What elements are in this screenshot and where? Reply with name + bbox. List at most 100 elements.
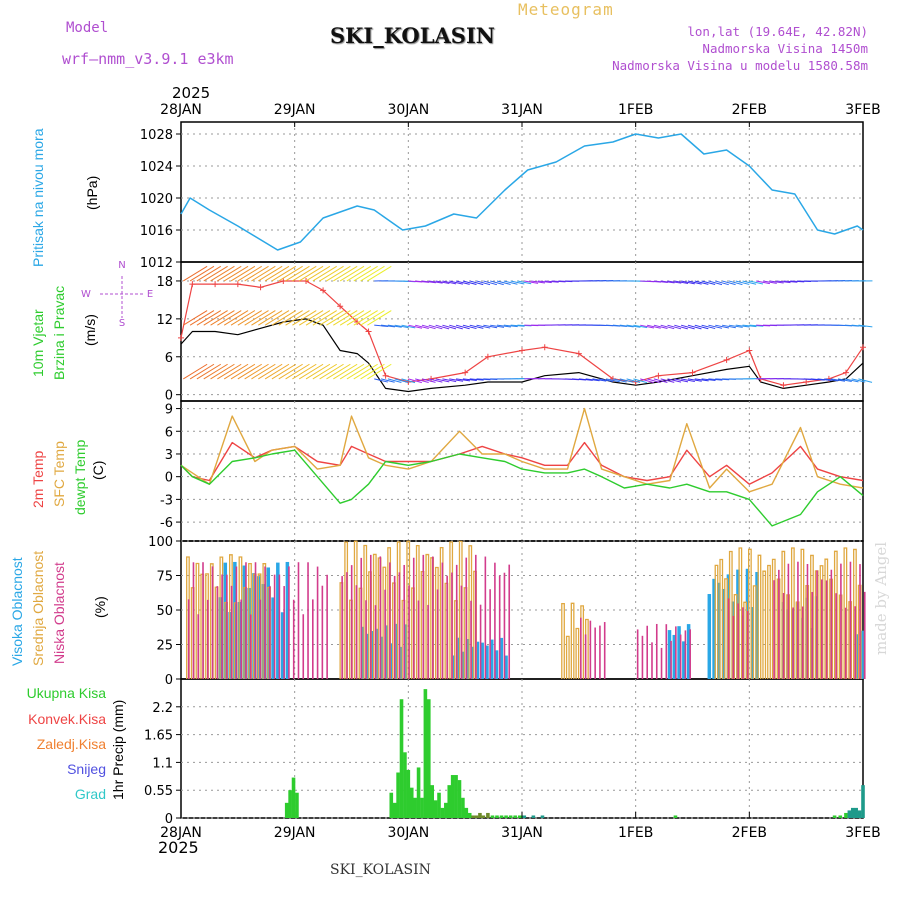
wind-barb: [367, 265, 392, 282]
wind-barb: [496, 324, 511, 328]
wind-barb: [715, 324, 730, 329]
wind-barb: [278, 265, 303, 282]
precip-bar: [508, 815, 513, 818]
wind-barb: [237, 363, 262, 380]
wind-barb: [278, 363, 303, 380]
wind-barb: [612, 324, 627, 328]
precip-bar: [447, 785, 452, 818]
wind-barb: [769, 280, 784, 284]
precip-bar: [413, 797, 417, 818]
wind-barb: [394, 324, 409, 329]
wind-barb: [298, 363, 324, 380]
x-label-top-28JAN: 28JAN: [160, 102, 202, 118]
gust-marker: [803, 379, 810, 386]
x-label-bottom-29JAN: 29JAN: [274, 825, 316, 841]
ylabel-temperature-9: 9: [165, 403, 173, 418]
precip-bar: [430, 785, 435, 818]
x-label-top-2FEB: 2FEB: [732, 102, 767, 118]
wind-barb: [203, 363, 228, 380]
wind-barb: [292, 363, 317, 380]
wind-barb: [312, 265, 337, 282]
wind-barb: [374, 324, 389, 327]
precip-bar: [513, 815, 517, 818]
wind-barb: [721, 324, 736, 329]
wind-barb: [531, 280, 546, 284]
gust-marker: [320, 287, 327, 294]
cloud-bar-mid: [565, 635, 570, 679]
wind-barb: [217, 265, 242, 282]
panel-frame-pressure: [180, 121, 864, 263]
wind-barb: [687, 280, 702, 285]
wind-barb: [237, 265, 262, 282]
precip-bar: [440, 807, 445, 818]
wind-barb: [687, 378, 702, 382]
wind-barb: [646, 324, 661, 329]
ylabel-temperature-6: 6: [165, 425, 173, 440]
wind-barb: [660, 378, 675, 383]
precip-bar: [396, 772, 400, 818]
cloud-bar-high: [707, 594, 712, 679]
cloud-bar-mid: [843, 547, 848, 679]
precip-bar: [499, 815, 504, 818]
wind-barb: [660, 324, 675, 330]
precip-bar: [844, 812, 848, 818]
precip-bar: [403, 752, 407, 818]
wind-barb: [258, 363, 283, 380]
wind-barb: [421, 280, 436, 284]
wind-barb: [346, 363, 372, 380]
cloud-bar-mid: [767, 564, 771, 679]
precip-bar: [522, 815, 527, 818]
wind-barb: [667, 280, 682, 284]
wind-barb: [258, 310, 283, 326]
wind-barb: [353, 265, 378, 282]
wind-barb: [183, 363, 208, 380]
precip-bar: [457, 780, 462, 818]
gust-marker: [842, 369, 849, 376]
gust-marker: [337, 303, 344, 310]
wind-barb: [783, 280, 798, 283]
gust-marker: [519, 347, 525, 354]
wind-barb: [619, 378, 634, 383]
wind-barb: [367, 363, 392, 380]
ylabel-clouds-25: 25: [156, 639, 173, 654]
cloud-bar-high: [370, 631, 374, 679]
wind-barb: [244, 363, 269, 380]
gust-marker: [860, 344, 866, 351]
wind-barb: [230, 265, 256, 282]
x-label-top-31JAN: 31JAN: [501, 102, 543, 118]
wind-barb: [653, 280, 668, 283]
wind-barb: [626, 378, 641, 383]
wind-barb: [319, 310, 344, 326]
x-label-bottom-28JAN: 28JAN: [160, 825, 202, 841]
ylabel-temperature--6: -6: [160, 516, 173, 531]
wind-barb: [667, 378, 682, 383]
wind-barb: [387, 378, 402, 383]
cloud-bar-mid: [728, 550, 733, 679]
gust-marker: [178, 334, 184, 341]
precip-bar: [471, 815, 475, 818]
wind-barb: [469, 280, 484, 286]
wind-barb: [606, 378, 620, 383]
wind-barb: [681, 378, 695, 383]
wind-barb: [360, 310, 385, 326]
wind-barb: [223, 310, 249, 326]
ylabel-wind-18: 18: [156, 275, 173, 290]
wind-barb: [694, 378, 709, 382]
wind-barb: [681, 324, 695, 330]
cloud-bar-mid: [833, 550, 838, 679]
wind-barb: [421, 378, 436, 383]
cloud-bar-high: [394, 623, 398, 679]
wind-barb: [762, 280, 777, 284]
wind-barb: [401, 378, 416, 384]
wind-barb: [490, 280, 504, 286]
wind-barb: [305, 310, 331, 326]
wind-barb: [442, 378, 457, 383]
precip-bar: [420, 797, 424, 818]
gust-marker: [484, 353, 491, 360]
wind-barb: [380, 324, 396, 328]
precip-bar: [406, 769, 411, 818]
wind-barb: [353, 363, 378, 380]
ylabel-pressure-1016: 1016: [140, 224, 173, 239]
wind-barb: [428, 324, 443, 330]
wind-barb: [415, 280, 430, 283]
